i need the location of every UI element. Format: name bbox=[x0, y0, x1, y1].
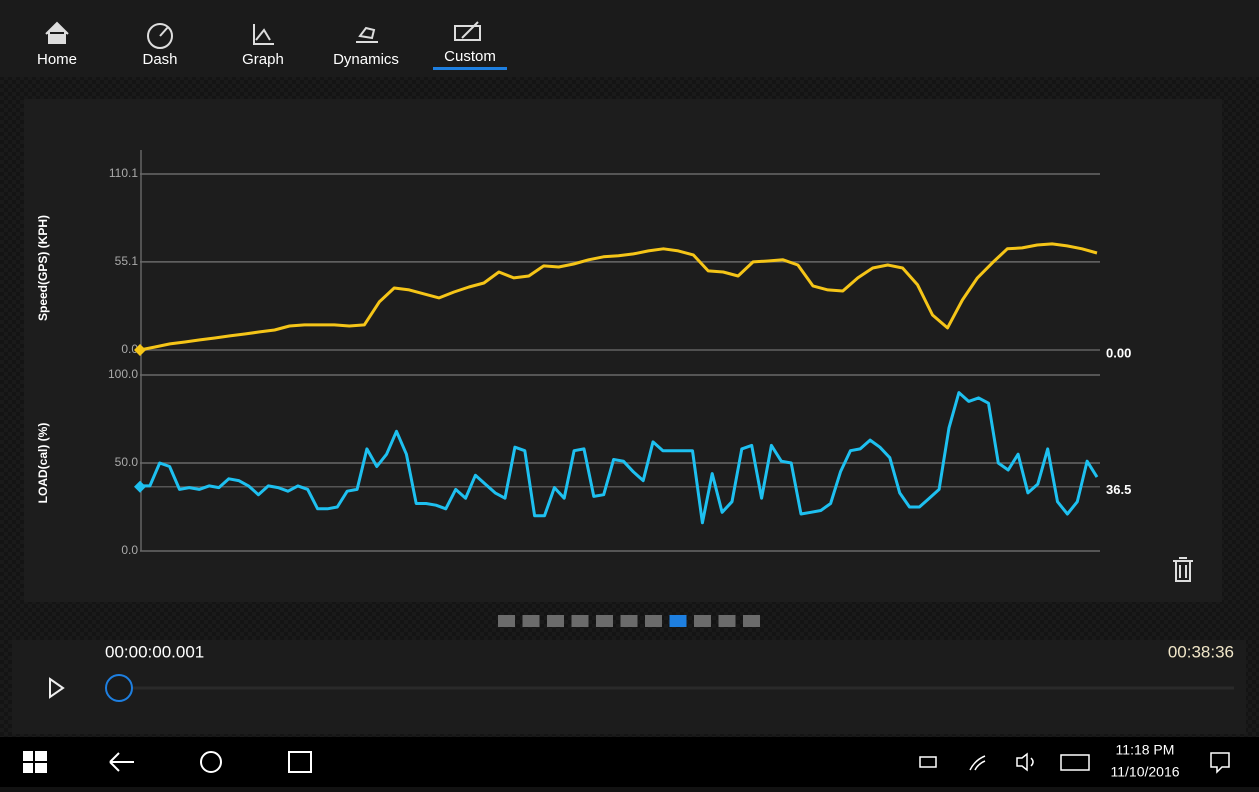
page-dot[interactable] bbox=[743, 615, 760, 627]
position-time: 00:00:00.001 bbox=[105, 642, 204, 661]
data-line bbox=[140, 391, 1099, 525]
page-dot[interactable] bbox=[669, 615, 687, 627]
selected-tab-indicator bbox=[433, 67, 507, 70]
nav-tab[interactable]: Dash bbox=[142, 51, 177, 68]
taskbar bbox=[0, 737, 1259, 787]
page-dot[interactable] bbox=[620, 615, 638, 627]
y-tick-label: 0.0 bbox=[121, 543, 138, 557]
data-line bbox=[139, 242, 1098, 352]
timeline-thumb[interactable] bbox=[105, 674, 133, 702]
nav-tab[interactable]: Graph bbox=[242, 51, 284, 68]
clock-date: 11/10/2016 bbox=[1110, 764, 1179, 780]
current-marker bbox=[134, 344, 146, 356]
page-dot[interactable] bbox=[522, 615, 540, 627]
y-tick-label: 50.0 bbox=[115, 455, 139, 469]
page-dot[interactable] bbox=[694, 615, 711, 627]
page-dot[interactable] bbox=[596, 615, 613, 627]
y-axis-label: LOAD(cal) (%) bbox=[36, 423, 50, 504]
current-value-label: 0.00 bbox=[1106, 345, 1131, 360]
page-dot[interactable] bbox=[718, 615, 736, 627]
page-dot[interactable] bbox=[498, 615, 515, 627]
volume-icon[interactable] bbox=[1016, 752, 1034, 772]
nav-icons bbox=[45, 21, 481, 49]
notifications-button[interactable] bbox=[1210, 752, 1230, 774]
nav-tab[interactable]: Dynamics bbox=[333, 51, 399, 68]
keyboard-icon[interactable] bbox=[1060, 754, 1090, 771]
current-value-label: 36.5 bbox=[1106, 482, 1131, 497]
wifi-icon[interactable] bbox=[969, 755, 986, 771]
nav-tab[interactable]: Home bbox=[37, 51, 77, 68]
back-button[interactable] bbox=[109, 752, 134, 772]
current-marker bbox=[134, 480, 146, 493]
task-view-button[interactable] bbox=[288, 751, 312, 773]
nav-tab[interactable]: Custom bbox=[444, 48, 496, 65]
nav-bar bbox=[0, 0, 1259, 77]
start-button[interactable] bbox=[23, 751, 47, 773]
duration-time: 00:38:36 bbox=[1168, 642, 1234, 661]
play-button[interactable] bbox=[49, 677, 65, 699]
clock-time: 11:18 PM bbox=[1116, 742, 1175, 758]
page-dot[interactable] bbox=[645, 615, 662, 627]
y-tick-label: 110.1 bbox=[109, 166, 138, 180]
search-button[interactable] bbox=[200, 751, 222, 773]
page-indicator bbox=[498, 615, 760, 627]
y-tick-label: 0.0 bbox=[121, 342, 138, 356]
y-tick-label: 100.0 bbox=[108, 367, 138, 381]
page-dot[interactable] bbox=[571, 615, 589, 627]
y-axis-label: Speed(GPS) (KPH) bbox=[36, 215, 50, 321]
y-tick-label: 55.1 bbox=[115, 254, 139, 268]
battery-icon[interactable] bbox=[919, 756, 937, 768]
page-dot[interactable] bbox=[547, 615, 564, 627]
delete-button[interactable] bbox=[1173, 557, 1193, 582]
